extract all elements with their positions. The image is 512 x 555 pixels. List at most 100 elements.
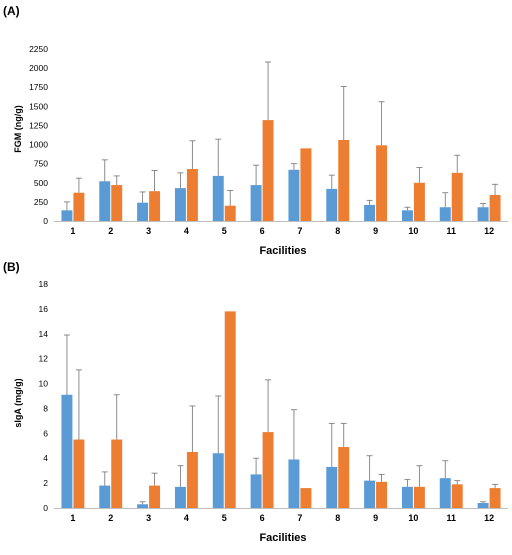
x-tick-label: 10: [408, 226, 418, 236]
x-tick-label: 1: [70, 513, 75, 523]
y-tick-label: 6: [43, 428, 48, 438]
x-tick-label: 5: [222, 226, 227, 236]
y-tick-label: 1750: [29, 82, 48, 92]
bar: [300, 488, 312, 508]
x-tick-label: 9: [373, 513, 378, 523]
bar: [288, 459, 300, 508]
x-tick-label: 5: [222, 513, 227, 523]
y-tick-label: 750: [34, 159, 48, 169]
x-tick-label: 7: [297, 226, 302, 236]
bar: [212, 175, 224, 221]
bar: [300, 148, 312, 221]
x-axis-title-a: Facilities: [259, 245, 306, 257]
bar: [376, 145, 388, 221]
x-tick-label: 4: [184, 226, 189, 236]
bar: [212, 453, 224, 508]
bar: [149, 485, 161, 508]
bar: [376, 481, 388, 508]
y-tick-label: 2250: [29, 44, 48, 54]
bar: [262, 432, 274, 508]
bar: [401, 210, 413, 221]
bar: [250, 474, 262, 508]
bar: [99, 181, 111, 221]
bar: [451, 172, 463, 221]
bar: [137, 504, 149, 508]
bar: [288, 169, 300, 221]
bar: [364, 480, 376, 508]
y-tick-label: 2000: [29, 63, 48, 73]
x-tick-label: 11: [446, 226, 456, 236]
bar: [224, 205, 236, 221]
y-tick-label: 0: [43, 216, 48, 226]
y-axis-title-a: FGM (ng/g): [13, 105, 23, 152]
y-tick-label: 500: [34, 178, 48, 188]
x-tick-label: 6: [260, 226, 265, 236]
panel-b: (B) sIgA (mg/g) Facilities 0246810121416…: [3, 260, 508, 544]
y-tick-label: 2: [43, 478, 48, 488]
bar: [451, 484, 463, 508]
bar: [326, 188, 338, 221]
bar: [439, 207, 451, 221]
bar: [137, 202, 149, 221]
bar: [489, 488, 501, 508]
bar: [99, 485, 111, 508]
bar: [186, 452, 198, 508]
bar: [338, 447, 350, 508]
y-tick-label: 18: [39, 279, 49, 289]
bar: [174, 188, 186, 221]
y-tick-label: 1000: [29, 140, 48, 150]
x-tick-label: 2: [108, 513, 113, 523]
y-tick-label: 16: [39, 304, 49, 314]
y-axis-title-b: sIgA (mg/g): [13, 378, 23, 427]
x-tick-label: 7: [297, 513, 302, 523]
bar: [174, 486, 186, 508]
bar: [439, 478, 451, 508]
x-tick-label: 3: [146, 226, 151, 236]
bar: [111, 185, 123, 221]
bar: [326, 466, 338, 508]
x-tick-label: 11: [446, 513, 456, 523]
y-tick-label: 14: [39, 329, 49, 339]
x-tick-label: 8: [335, 226, 340, 236]
y-tick-label: 12: [39, 354, 49, 364]
y-tick-label: 10: [39, 379, 49, 389]
panel-label-a: (A): [3, 4, 20, 18]
bar: [262, 120, 274, 221]
bar: [477, 503, 489, 508]
y-tick-label: 4: [43, 453, 48, 463]
bar: [186, 169, 198, 221]
panel-label-b: (B): [3, 260, 20, 274]
y-tick-label: 250: [34, 197, 48, 207]
bar: [250, 185, 262, 221]
bar: [61, 394, 73, 508]
x-tick-label: 12: [484, 513, 494, 523]
bar: [224, 311, 236, 508]
x-tick-label: 4: [184, 513, 189, 523]
x-tick-label: 1: [70, 226, 75, 236]
x-tick-label: 9: [373, 226, 378, 236]
y-tick-label: 0: [43, 503, 48, 513]
x-tick-label: 8: [335, 513, 340, 523]
bar: [364, 204, 376, 221]
bar: [413, 182, 425, 221]
bar: [61, 210, 73, 221]
x-tick-label: 2: [108, 226, 113, 236]
x-axis-title-b: Facilities: [259, 532, 306, 544]
bar: [73, 192, 85, 221]
bar: [477, 207, 489, 221]
bar: [111, 439, 123, 508]
bar: [413, 486, 425, 508]
x-tick-label: 12: [484, 226, 494, 236]
bar: [489, 195, 501, 221]
y-tick-label: 1250: [29, 120, 48, 130]
x-tick-label: 3: [146, 513, 151, 523]
y-tick-label: 8: [43, 403, 48, 413]
panel-a: (A) FGM (ng/g) Facilities 0 250 500 750 1000…: [3, 4, 508, 257]
bar: [149, 191, 161, 221]
bar: [73, 439, 85, 508]
bar: [338, 139, 350, 221]
x-tick-label: 6: [260, 513, 265, 523]
bar: [401, 486, 413, 508]
